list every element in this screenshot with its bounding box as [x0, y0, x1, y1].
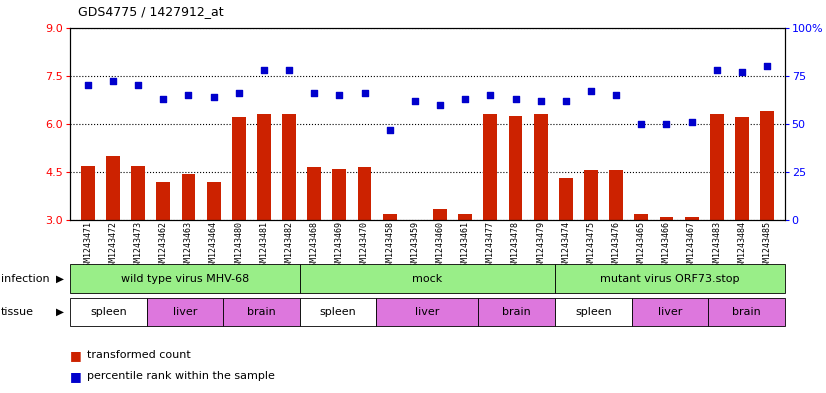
Bar	[634, 214, 648, 220]
Point	[534, 97, 548, 104]
Text: ▶: ▶	[56, 274, 64, 284]
Bar	[333, 169, 346, 220]
Text: tissue: tissue	[1, 307, 34, 317]
Point	[634, 121, 648, 127]
Text: wild type virus MHV-68: wild type virus MHV-68	[121, 274, 249, 284]
Text: ■: ■	[70, 370, 82, 383]
Point	[333, 92, 346, 98]
Point	[383, 127, 396, 133]
Bar	[282, 114, 296, 220]
Text: GDS4775 / 1427912_at: GDS4775 / 1427912_at	[78, 5, 224, 18]
Text: mutant virus ORF73.stop: mutant virus ORF73.stop	[601, 274, 739, 284]
Bar	[483, 114, 497, 220]
Text: ■: ■	[70, 349, 82, 362]
Bar	[433, 209, 447, 220]
Point	[610, 92, 623, 98]
Point	[358, 90, 371, 96]
Text: ▶: ▶	[56, 307, 64, 317]
Point	[484, 92, 497, 98]
Text: brain: brain	[502, 307, 531, 317]
Text: liver: liver	[173, 307, 197, 317]
Point	[559, 97, 572, 104]
Point	[258, 67, 271, 73]
Bar	[559, 178, 572, 220]
Point	[735, 69, 748, 75]
Bar	[156, 182, 170, 220]
Point	[408, 97, 421, 104]
Bar	[232, 118, 245, 220]
Bar	[760, 111, 774, 220]
Text: transformed count: transformed count	[87, 350, 191, 360]
Point	[584, 88, 597, 94]
Point	[660, 121, 673, 127]
Point	[207, 94, 221, 100]
Bar	[610, 170, 623, 220]
Bar	[206, 182, 221, 220]
Bar	[735, 118, 749, 220]
Bar	[307, 167, 321, 220]
Bar	[182, 174, 196, 220]
Bar	[458, 214, 472, 220]
Text: liver: liver	[415, 307, 439, 317]
Text: percentile rank within the sample: percentile rank within the sample	[87, 371, 274, 382]
Text: brain: brain	[732, 307, 761, 317]
Point	[157, 95, 170, 102]
Bar	[81, 165, 95, 220]
Point	[131, 82, 145, 88]
Text: spleen: spleen	[90, 307, 127, 317]
Point	[81, 82, 94, 88]
Bar	[509, 116, 522, 220]
Bar	[710, 114, 724, 220]
Text: spleen: spleen	[320, 307, 357, 317]
Bar	[358, 167, 372, 220]
Text: infection: infection	[1, 274, 50, 284]
Point	[282, 67, 296, 73]
Text: brain: brain	[247, 307, 276, 317]
Bar	[534, 114, 548, 220]
Text: mock: mock	[412, 274, 443, 284]
Bar	[382, 214, 396, 220]
Bar	[131, 165, 145, 220]
Point	[710, 67, 724, 73]
Point	[458, 95, 472, 102]
Bar	[106, 156, 120, 220]
Point	[761, 63, 774, 69]
Point	[307, 90, 320, 96]
Bar	[659, 217, 673, 220]
Point	[182, 92, 195, 98]
Point	[232, 90, 245, 96]
Point	[509, 95, 522, 102]
Point	[107, 78, 120, 84]
Bar	[584, 170, 598, 220]
Text: liver: liver	[657, 307, 682, 317]
Bar	[257, 114, 271, 220]
Point	[434, 101, 447, 108]
Text: spleen: spleen	[575, 307, 612, 317]
Point	[685, 119, 698, 125]
Bar	[685, 217, 699, 220]
